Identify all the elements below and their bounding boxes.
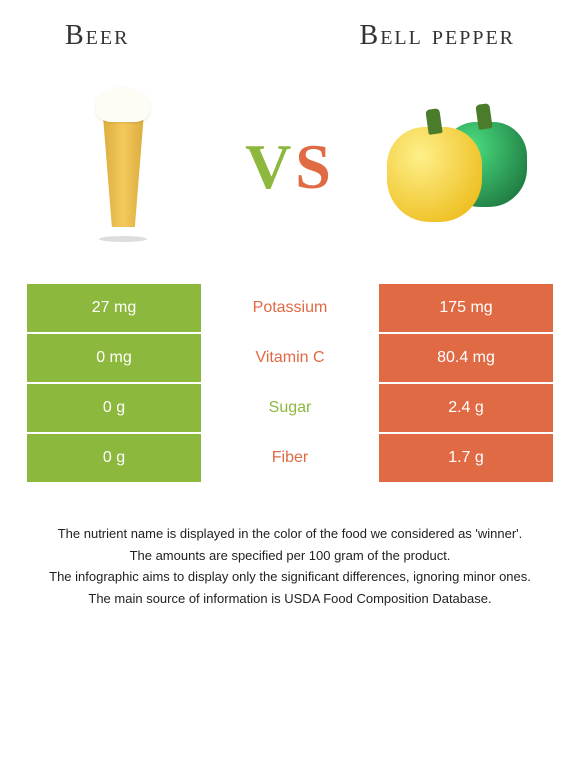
nutrient-name-cell: Potassium bbox=[202, 283, 378, 333]
table-row: 0 mgVitamin C80.4 mg bbox=[26, 333, 554, 383]
right-value-cell: 1.7 g bbox=[378, 433, 554, 483]
right-value-cell: 2.4 g bbox=[378, 383, 554, 433]
footnote-line: The infographic aims to display only the… bbox=[35, 567, 545, 587]
table-row: 0 gFiber1.7 g bbox=[26, 433, 554, 483]
left-food-title: Beer bbox=[65, 20, 129, 52]
comparison-table: 27 mgPotassium175 mg0 mgVitamin C80.4 mg… bbox=[25, 282, 555, 484]
vs-label: VS bbox=[245, 130, 335, 204]
footnote-line: The amounts are specified per 100 gram o… bbox=[35, 546, 545, 566]
header-row: Beer Bell pepper bbox=[25, 20, 555, 52]
right-food-title: Bell pepper bbox=[360, 20, 515, 52]
nutrient-name-cell: Vitamin C bbox=[202, 333, 378, 383]
right-value-cell: 175 mg bbox=[378, 283, 554, 333]
nutrient-name-cell: Sugar bbox=[202, 383, 378, 433]
nutrient-name-cell: Fiber bbox=[202, 433, 378, 483]
vs-s-letter: S bbox=[295, 131, 335, 202]
right-value-cell: 80.4 mg bbox=[378, 333, 554, 383]
images-row: VS bbox=[25, 82, 555, 252]
left-value-cell: 0 mg bbox=[26, 333, 202, 383]
left-value-cell: 0 g bbox=[26, 433, 202, 483]
vs-v-letter: V bbox=[245, 131, 295, 202]
pepper-image bbox=[382, 87, 532, 247]
beer-image bbox=[48, 87, 198, 247]
table-row: 27 mgPotassium175 mg bbox=[26, 283, 554, 333]
footnotes: The nutrient name is displayed in the co… bbox=[25, 524, 555, 608]
footnote-line: The main source of information is USDA F… bbox=[35, 589, 545, 609]
table-row: 0 gSugar2.4 g bbox=[26, 383, 554, 433]
left-value-cell: 0 g bbox=[26, 383, 202, 433]
footnote-line: The nutrient name is displayed in the co… bbox=[35, 524, 545, 544]
left-value-cell: 27 mg bbox=[26, 283, 202, 333]
